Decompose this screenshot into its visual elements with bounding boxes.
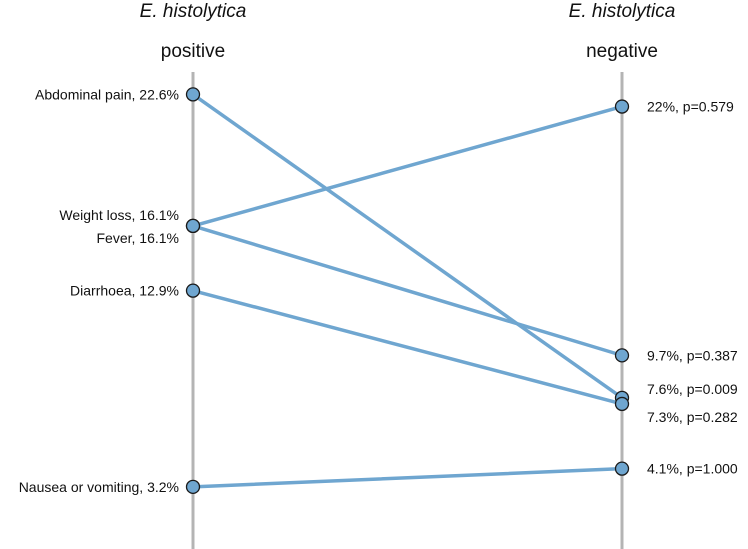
left-point-nausea-or-vomiting <box>185 479 201 495</box>
series-line-abdominal-pain <box>191 92 624 400</box>
series-line-weight-loss <box>191 104 624 228</box>
series-line-fever <box>191 224 624 358</box>
right-point-diarrhoea <box>614 396 630 412</box>
left-point-diarrhoea <box>185 283 201 298</box>
right-label-diarrhoea: 7.3%, p=0.282 <box>647 409 738 425</box>
series-line-diarrhoea <box>191 288 624 406</box>
right-label-weight-loss: 22%, p=0.579 <box>647 99 734 115</box>
left-label-fever: Fever, 16.1% <box>97 230 180 246</box>
right-header-organism: E. histolytica <box>569 1 676 22</box>
series-line-nausea-or-vomiting <box>191 466 624 489</box>
left-label-nausea-or-vomiting: Nausea or vomiting, 3.2% <box>19 479 179 495</box>
right-point-fever <box>614 348 630 363</box>
right-label-fever: 9.7%, p=0.387 <box>647 347 738 363</box>
left-label-abdominal-pain: Abdominal pain, 22.6% <box>35 86 179 102</box>
right-point-weight-loss <box>614 99 630 114</box>
left-point-fever <box>185 218 201 234</box>
left-label-diarrhoea: Diarrhoea, 12.9% <box>70 283 179 299</box>
left-header-status: positive <box>161 41 225 62</box>
right-header-status: negative <box>586 41 658 62</box>
right-label-nausea-or-vomiting: 4.1%, p=1.000 <box>647 461 738 477</box>
left-label-weight-loss: Weight loss, 16.1% <box>59 207 179 223</box>
right-point-nausea-or-vomiting <box>614 461 630 476</box>
left-point-abdominal-pain <box>185 87 201 102</box>
left-header-organism: E. histolytica <box>140 1 247 22</box>
right-label-abdominal-pain: 7.6%, p=0.009 <box>647 381 738 397</box>
